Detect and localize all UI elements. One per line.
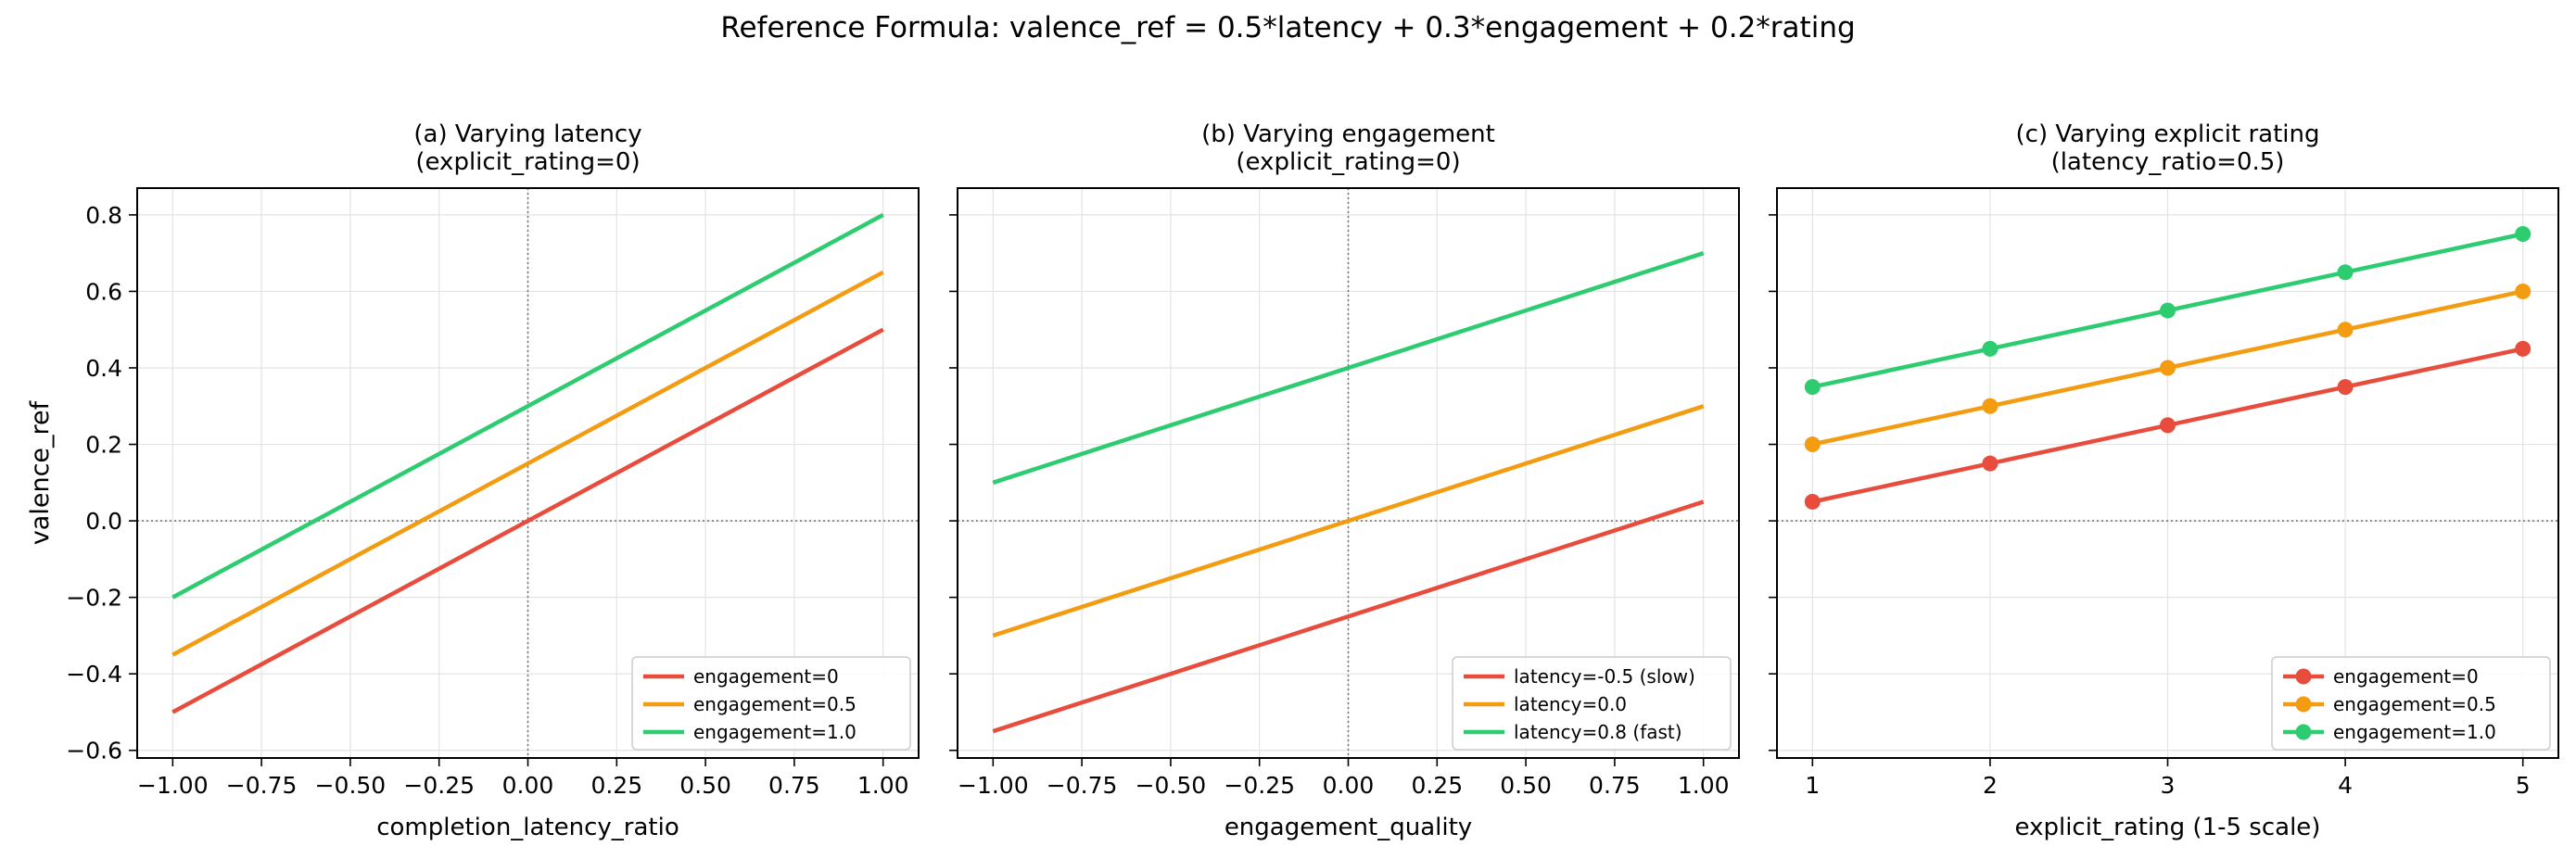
subplot-title: (a) Varying latency — [413, 120, 641, 148]
x-tick-label: 0.25 — [590, 772, 642, 799]
data-point — [1804, 493, 1821, 510]
x-tick-label: −1.00 — [137, 772, 209, 799]
x-tick-label: 3 — [2161, 772, 2176, 799]
legend-frame — [1452, 656, 1732, 751]
x-tick-label: 0.75 — [1589, 772, 1641, 799]
x-axis-label: explicit_rating (1-5 scale) — [2015, 814, 2321, 841]
y-tick-label: −0.6 — [66, 738, 122, 764]
subplot-a: −1.00 −0.75 −0.50 −0.25 0.00 0.25 0.50 0.75 1.00… — [26, 120, 920, 841]
x-tick-label: 0.50 — [1500, 772, 1552, 799]
data-point — [2337, 264, 2354, 281]
x-tick-label: −0.75 — [1047, 772, 1118, 799]
y-tick-label: 0.4 — [85, 355, 122, 382]
series-line-3 — [171, 212, 884, 600]
legend-marker — [2295, 668, 2312, 685]
legend-marker — [2295, 724, 2312, 740]
data-point — [1982, 455, 1999, 472]
subplot-b: −1.00 −0.75 −0.50 −0.25 0.00 0.25 0.50 0.75 1.00… — [949, 120, 1740, 841]
data-point — [2337, 322, 2354, 338]
data-point — [1982, 340, 1999, 357]
x-tick-label: 4 — [2338, 772, 2353, 799]
data-point — [2515, 340, 2532, 357]
x-tick-label: −0.25 — [403, 772, 475, 799]
legend: engagement=0 engagement=0.5 engagement=1.0 — [631, 656, 911, 751]
data-point — [2515, 283, 2532, 299]
legend-label: latency=-0.5 (slow) — [1514, 665, 1695, 688]
y-tick-label: 0.2 — [85, 432, 122, 459]
subplot-title: (explicit_rating=0) — [1236, 148, 1460, 176]
x-tick-label: 1.00 — [857, 772, 909, 799]
subplot-title: (explicit_rating=0) — [415, 148, 640, 176]
legend-frame — [631, 656, 911, 751]
subplot-title: (c) Varying explicit rating — [2016, 120, 2320, 148]
data-point — [2160, 360, 2176, 376]
x-tick-label: 5 — [2516, 772, 2531, 799]
figure-suptitle: Reference Formula: valence_ref = 0.5*lat… — [720, 11, 1856, 44]
legend-label: engagement=0 — [2333, 665, 2479, 688]
legend-label: engagement=0 — [693, 665, 839, 688]
x-tick-label: 2 — [1983, 772, 1998, 799]
x-tick-label: −0.50 — [1136, 772, 1207, 799]
legend-label: latency=0.0 — [1514, 693, 1627, 715]
x-axis-label: engagement_quality — [1225, 814, 1472, 841]
x-tick-label: 1.00 — [1678, 772, 1730, 799]
y-tick-label: 0.6 — [85, 278, 122, 305]
legend-label: engagement=1.0 — [2333, 721, 2496, 743]
subplot-title: (latency_ratio=0.5) — [2051, 148, 2285, 176]
y-tick-label: −0.4 — [66, 661, 122, 688]
y-tick-label: 0.0 — [85, 508, 122, 535]
x-tick-label: 1 — [1805, 772, 1820, 799]
x-tick-label: 0.25 — [1411, 772, 1463, 799]
x-axis-label: completion_latency_ratio — [376, 814, 679, 841]
subplot-c: 1 2 3 4 5 (c) Varying explicit rating(latency… — [1769, 120, 2559, 841]
legend-label: latency=0.8 (fast) — [1514, 721, 1682, 743]
x-tick-label: −1.00 — [958, 772, 1029, 799]
data-point — [2515, 226, 2532, 243]
series-line-2 — [992, 404, 1705, 638]
series-line-1 — [992, 499, 1705, 734]
legend-label: engagement=0.5 — [693, 693, 857, 715]
y-axis-label: valence_ref — [26, 399, 55, 545]
y-tick-label: −0.2 — [66, 585, 122, 612]
legend: engagement=0 engagement=0.5 engagement=1.0 — [2271, 656, 2551, 751]
series-line-3 — [992, 251, 1705, 485]
series-line-1 — [171, 327, 884, 714]
legend-marker — [2295, 696, 2312, 713]
data-point — [2160, 417, 2176, 434]
x-tick-label: −0.75 — [226, 772, 298, 799]
x-tick-label: 0.75 — [768, 772, 820, 799]
data-point — [1804, 379, 1821, 396]
subplot-title: (b) Varying engagement — [1201, 120, 1495, 148]
y-tick-label: 0.8 — [85, 202, 122, 229]
legend-frame — [2271, 656, 2551, 751]
legend-label: engagement=1.0 — [693, 721, 857, 743]
data-point — [1982, 398, 1999, 414]
data-point — [2160, 302, 2176, 319]
x-tick-label: 0.00 — [502, 772, 554, 799]
data-point — [1804, 436, 1821, 453]
x-tick-label: 0.50 — [679, 772, 731, 799]
x-tick-label: −0.50 — [315, 772, 387, 799]
data-point — [2337, 379, 2354, 396]
series-line-2 — [171, 270, 884, 657]
legend-label: engagement=0.5 — [2333, 693, 2496, 715]
x-tick-label: 0.00 — [1323, 772, 1375, 799]
x-tick-label: −0.25 — [1224, 772, 1295, 799]
legend: latency=-0.5 (slow) latency=0.0 latency=0.… — [1452, 656, 1732, 751]
